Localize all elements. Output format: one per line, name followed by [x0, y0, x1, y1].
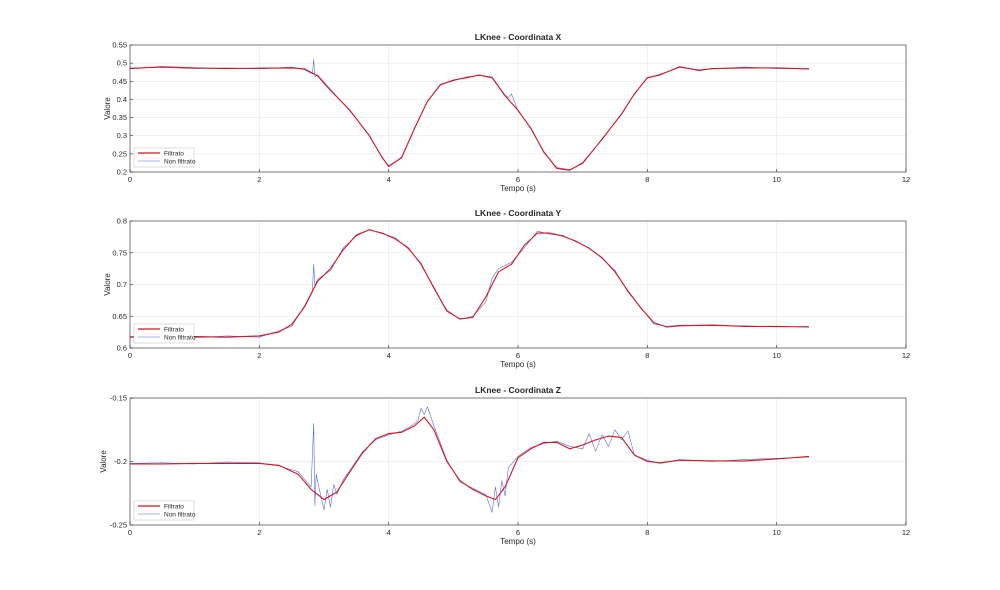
y-tick-label: 0.25 [112, 149, 127, 158]
y-tick-label: 0.2 [117, 168, 127, 177]
x-axis-label: Tempo (s) [500, 184, 536, 193]
chart-title: LKnee - Coordinata Y [475, 208, 562, 218]
y-tick-label: 0.5 [117, 59, 127, 68]
series-lines [129, 59, 810, 171]
subplot-coordinata-x: 0 2 4 6 8 10 12 0.2 0.25 0.3 0.35 0.4 0.45 0.5 0.55 LK… [103, 32, 910, 193]
x-tick-label: 10 [772, 351, 780, 360]
y-axis-label: Valore [99, 450, 108, 473]
legend-label-non-filtrato: Non filtrato [164, 159, 196, 166]
series-line-filtrato [129, 66, 810, 171]
x-tick-label: 6 [516, 351, 520, 360]
y-tick-label: 0.7 [117, 280, 127, 289]
x-tick-label: 0 [128, 175, 132, 184]
series-line-filtrato [130, 416, 810, 501]
y-tick-label: 0.3 [117, 131, 127, 140]
chart-title: LKnee - Coordinata Z [475, 385, 561, 395]
x-tick-label: 0 [128, 528, 132, 537]
y-tick-label: 0.75 [112, 248, 127, 257]
x-tick-label: 4 [387, 528, 391, 537]
x-tick-label: 2 [257, 175, 261, 184]
x-tick-label: 6 [516, 528, 520, 537]
y-tick-label: 0.65 [112, 312, 127, 321]
x-axis-label: Tempo (s) [500, 360, 536, 369]
x-tick-label: 4 [387, 351, 391, 360]
x-tick-label: 2 [257, 351, 261, 360]
subplot-coordinata-z: 0 2 4 6 8 10 12 -0.25 -0.2 -0.15 LKnee - Coordina… [99, 385, 910, 546]
legend-label-filtrato: Filtrato [164, 504, 184, 511]
legend-label-non-filtrato: Non filtrato [164, 335, 196, 342]
y-tick-label: -0.15 [110, 394, 127, 403]
x-tick-label: 6 [516, 175, 520, 184]
legend-label-non-filtrato: Non filtrato [164, 512, 196, 519]
x-tick-label: 8 [645, 351, 649, 360]
x-tick-label: 4 [387, 175, 391, 184]
legend: Filtrato Non filtrato [133, 500, 196, 521]
y-tick-label: -0.25 [110, 521, 127, 530]
legend-label-filtrato: Filtrato [164, 327, 184, 334]
tick-labels: 0 2 4 6 8 10 12 -0.25 -0.2 -0.15 [110, 394, 910, 538]
subplot-coordinata-y: 0 2 4 6 8 10 12 0.6 0.65 0.7 0.75 0.8 LKnee - Coord… [103, 208, 910, 369]
x-tick-label: 12 [902, 351, 910, 360]
series-line-filtrato [129, 229, 810, 338]
y-tick-label: -0.2 [114, 457, 127, 466]
legend: Filtrato Non filtrato [133, 147, 196, 168]
tick-labels: 0 2 4 6 8 10 12 0.2 0.25 0.3 0.35 0.4 0.45 0.5 0.55 [112, 41, 910, 185]
y-axis-label: Valore [103, 273, 112, 296]
y-tick-label: 0.4 [117, 95, 127, 104]
legend-label-filtrato: Filtrato [164, 151, 184, 158]
y-axis-label: Valore [103, 97, 112, 120]
tick-labels: 0 2 4 6 8 10 12 0.6 0.65 0.7 0.75 0.8 [112, 217, 910, 361]
series-lines [129, 406, 810, 513]
y-tick-label: 0.45 [112, 77, 127, 86]
series-lines [129, 229, 810, 339]
legend: Filtrato Non filtrato [133, 323, 196, 344]
x-tick-label: 8 [645, 528, 649, 537]
y-tick-label: 0.8 [117, 217, 127, 226]
x-axis-label: Tempo (s) [500, 537, 536, 546]
x-tick-label: 10 [772, 528, 780, 537]
y-tick-label: 0.35 [112, 113, 127, 122]
y-tick-label: 0.55 [112, 41, 127, 50]
x-tick-label: 12 [902, 175, 910, 184]
x-tick-label: 2 [257, 528, 261, 537]
x-tick-label: 8 [645, 175, 649, 184]
x-tick-label: 0 [128, 351, 132, 360]
chart-title: LKnee - Coordinata X [475, 32, 562, 42]
y-tick-label: 0.6 [117, 344, 127, 353]
x-tick-label: 12 [902, 528, 910, 537]
x-tick-label: 10 [772, 175, 780, 184]
